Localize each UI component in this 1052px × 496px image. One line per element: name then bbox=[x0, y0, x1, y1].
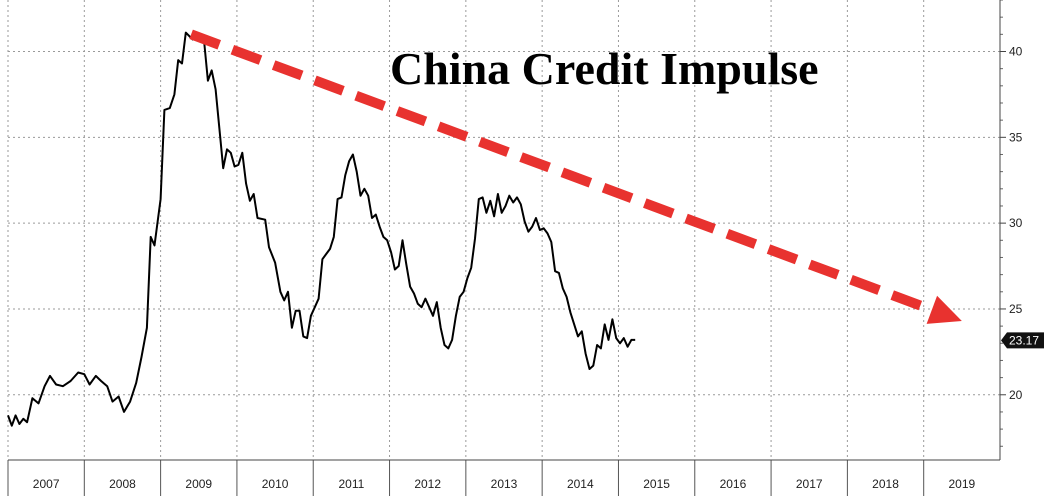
y-tick-label: 40 bbox=[1009, 44, 1023, 58]
x-tick-label: 2014 bbox=[567, 477, 594, 491]
last-value-badge: 23.17 bbox=[1001, 332, 1044, 349]
plot-area bbox=[7, 31, 636, 427]
y-tick-label: 20 bbox=[1009, 388, 1023, 402]
x-tick-label: 2013 bbox=[491, 477, 518, 491]
axes: 20 25 30 35 40 2007 2008 2009 2010 2011 2012 2013 20… bbox=[7, 0, 1044, 496]
series-line bbox=[7, 31, 636, 427]
x-tick-label: 2019 bbox=[948, 477, 975, 491]
x-tick-label: 2016 bbox=[720, 477, 747, 491]
x-tick-label: 2008 bbox=[109, 477, 136, 491]
x-tick-label: 2009 bbox=[185, 477, 212, 491]
y-tick-label: 30 bbox=[1009, 216, 1023, 230]
y-tick-label: 35 bbox=[1009, 130, 1023, 144]
chart-title: China Credit Impulse bbox=[390, 43, 819, 94]
x-tick-label: 2015 bbox=[643, 477, 670, 491]
x-tick-label: 2007 bbox=[33, 477, 60, 491]
x-tick-label: 2011 bbox=[338, 477, 364, 491]
y-tick-label: 25 bbox=[1009, 302, 1023, 316]
x-tick-label: 2012 bbox=[414, 477, 441, 491]
last-value-badge-bg bbox=[1001, 332, 1044, 349]
x-tick-label: 2017 bbox=[796, 477, 823, 491]
trend-arrow bbox=[189, 29, 962, 324]
last-value-label: 23.17 bbox=[1009, 333, 1039, 347]
x-tick-label: 2018 bbox=[872, 477, 899, 491]
trend-arrow-head bbox=[926, 295, 962, 324]
x-tick-label: 2010 bbox=[262, 477, 289, 491]
